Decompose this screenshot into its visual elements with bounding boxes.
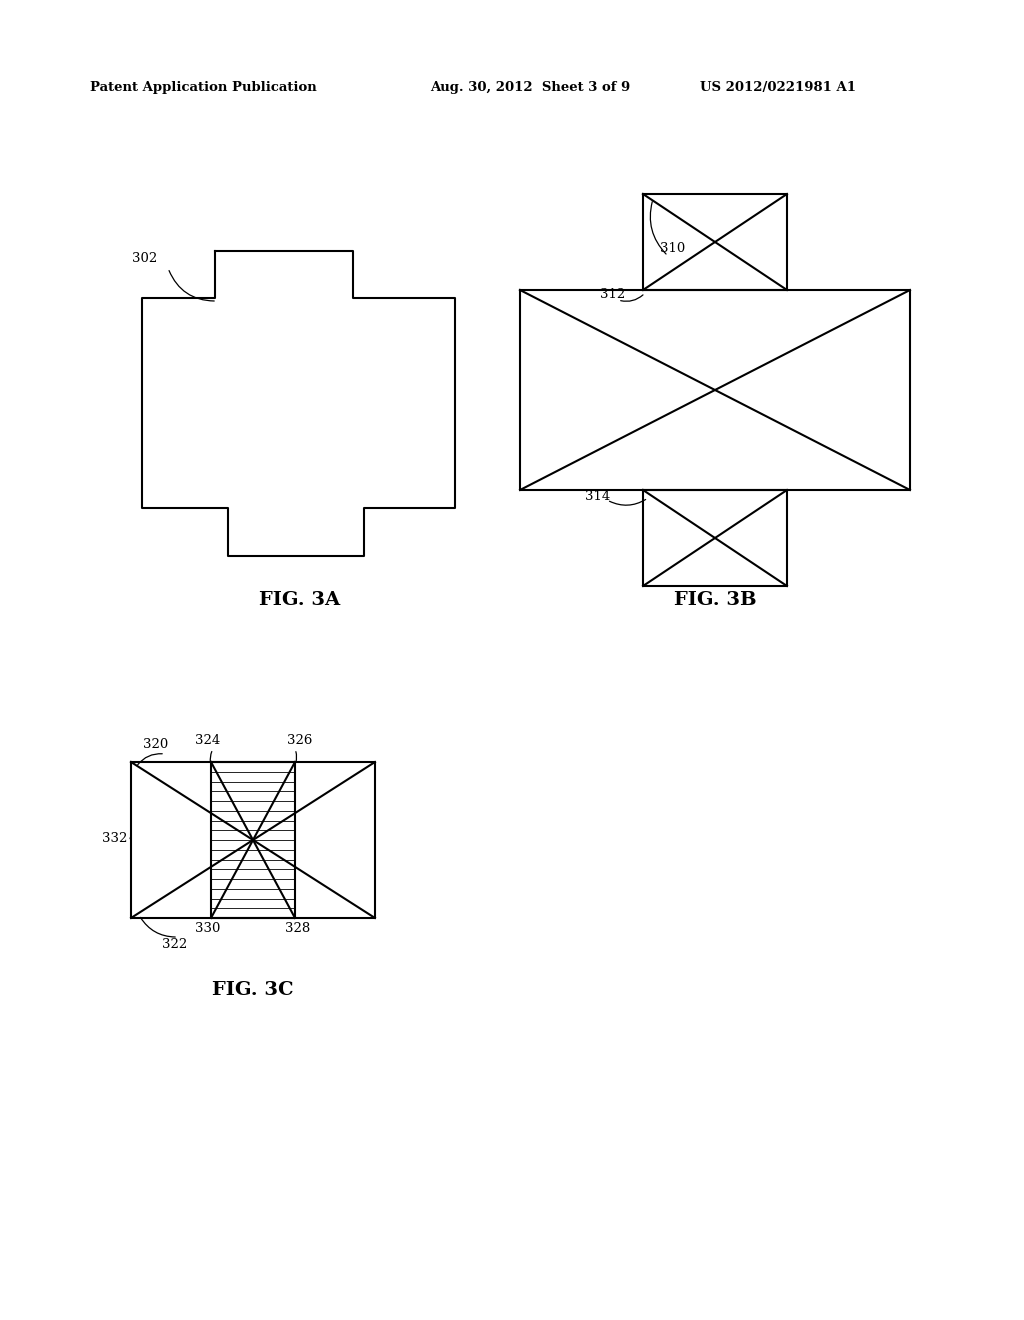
Text: 332: 332 <box>102 832 127 845</box>
Text: 320: 320 <box>143 738 168 751</box>
Text: 328: 328 <box>286 921 310 935</box>
Text: 324: 324 <box>196 734 220 747</box>
Text: FIG. 3C: FIG. 3C <box>212 981 294 999</box>
Text: 312: 312 <box>600 289 626 301</box>
Text: Aug. 30, 2012  Sheet 3 of 9: Aug. 30, 2012 Sheet 3 of 9 <box>430 82 630 95</box>
Text: 322: 322 <box>163 939 187 952</box>
Text: 302: 302 <box>132 252 158 264</box>
Text: FIG. 3B: FIG. 3B <box>674 591 757 609</box>
Text: 310: 310 <box>660 242 685 255</box>
Text: Patent Application Publication: Patent Application Publication <box>90 82 316 95</box>
Text: US 2012/0221981 A1: US 2012/0221981 A1 <box>700 82 856 95</box>
Text: FIG. 3A: FIG. 3A <box>259 591 341 609</box>
Text: 314: 314 <box>585 491 610 503</box>
Text: 326: 326 <box>288 734 312 747</box>
Text: 330: 330 <box>196 921 221 935</box>
